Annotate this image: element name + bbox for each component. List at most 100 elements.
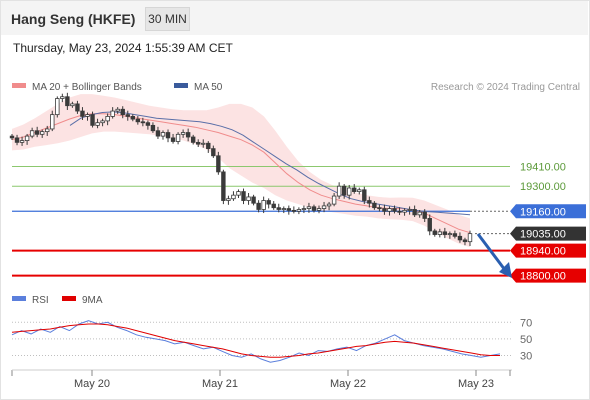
candle-body [407,209,412,211]
candle-body [55,98,60,116]
candle-body [125,114,130,117]
candle-body [326,203,332,207]
candle-body [211,148,216,157]
rsi-tick-label: 70 [520,317,532,329]
candle-body [105,116,110,122]
resistance-label: 19410.00 [520,162,566,174]
x-tick-label: May 23 [458,378,494,390]
support-label: 18940.00 [520,246,566,258]
candle-body [241,191,246,201]
resistance-label: 19300.00 [520,181,566,193]
candle-body [336,185,342,197]
candle-body [452,233,458,237]
candle-body [34,130,40,135]
candle-body [256,202,261,210]
candle-body [80,110,85,117]
candle-body [165,132,171,139]
rsi-tick-label: 30 [520,351,532,363]
candle-body [196,141,201,145]
candle-body [281,208,286,210]
candle-body [150,124,156,132]
candle-body [236,191,241,196]
legend-label: MA 50 [194,82,223,93]
candle-body [402,209,407,213]
candle-body [50,114,55,130]
candle-body [457,235,463,241]
candle-body [145,122,151,126]
candle-body [442,231,448,235]
candle-body [231,194,236,200]
candle-body [321,205,327,209]
candle-body [85,114,90,117]
timeframe-badge[interactable]: 30 MIN [145,7,190,31]
instrument-title: Hang Seng (HKFE) [11,11,136,27]
candle-body [362,189,367,201]
candle-body [462,239,468,243]
copyright-text: Research © 2024 Trading Central [431,82,580,93]
candle-body [251,196,256,204]
candle-body [115,108,120,112]
candle-body [432,230,437,235]
timestamp: Thursday, May 23, 2024 1:55:39 AM CET [13,41,233,55]
candle-body [341,185,347,196]
candle-body [387,208,392,212]
support-price-tag [510,268,586,283]
x-tick-label: May 22 [330,378,366,390]
candle-body [447,233,453,236]
candle-body [65,96,70,107]
candle-body [9,135,15,139]
rsi-legend-label: RSI [32,295,49,306]
candle-body [19,140,25,143]
support-label: 18800.00 [520,271,566,283]
candle-body [331,195,337,205]
rsi-legend-label: 9MA [82,295,103,306]
candle-body [201,142,206,145]
candle-body [170,137,176,142]
candle-body [311,206,317,211]
candle-body [29,130,35,137]
candle-body [221,171,226,201]
candle-body [296,209,302,212]
candle-body [306,206,312,209]
legend-label: MA 20 + Bollinger Bands [32,82,142,93]
candle-body [412,209,417,216]
candle-body [14,137,20,143]
candle-body [75,103,80,112]
x-tick-label: May 20 [74,378,110,390]
candle-body [397,210,402,213]
candle-body [45,128,50,133]
candle-body [271,203,276,209]
candle-body [160,132,166,137]
bollinger-band [12,94,470,248]
candle-body [39,131,45,135]
legend-swatch [12,83,26,88]
rsi-tick-label: 50 [520,334,532,346]
candle-body [437,231,443,235]
candle-body [261,200,266,210]
candle-body [372,202,377,209]
candle-body [392,208,397,212]
candle-body [367,200,372,204]
candle-body [427,218,432,232]
candle-body [301,208,307,210]
ma50-line [69,111,471,216]
candle-body [60,96,65,99]
candle-body [467,233,473,243]
candle-body [357,189,362,192]
pivot-price-tag [510,204,586,219]
projection-arrow [476,233,507,271]
pivot-label: 19160.00 [520,206,566,218]
candle-body [316,208,322,211]
candle-body [90,114,95,126]
candle-body [226,198,231,201]
candle-body [352,187,357,192]
header-bar: Hang Seng (HKFE) 30 MIN [1,1,588,35]
candle-body [382,208,387,212]
candle-body [185,132,191,138]
candle-body [140,121,146,124]
candle-body [130,116,135,120]
candle-body [347,187,352,196]
projection-arrowhead [499,262,512,278]
candle-body [180,132,186,135]
